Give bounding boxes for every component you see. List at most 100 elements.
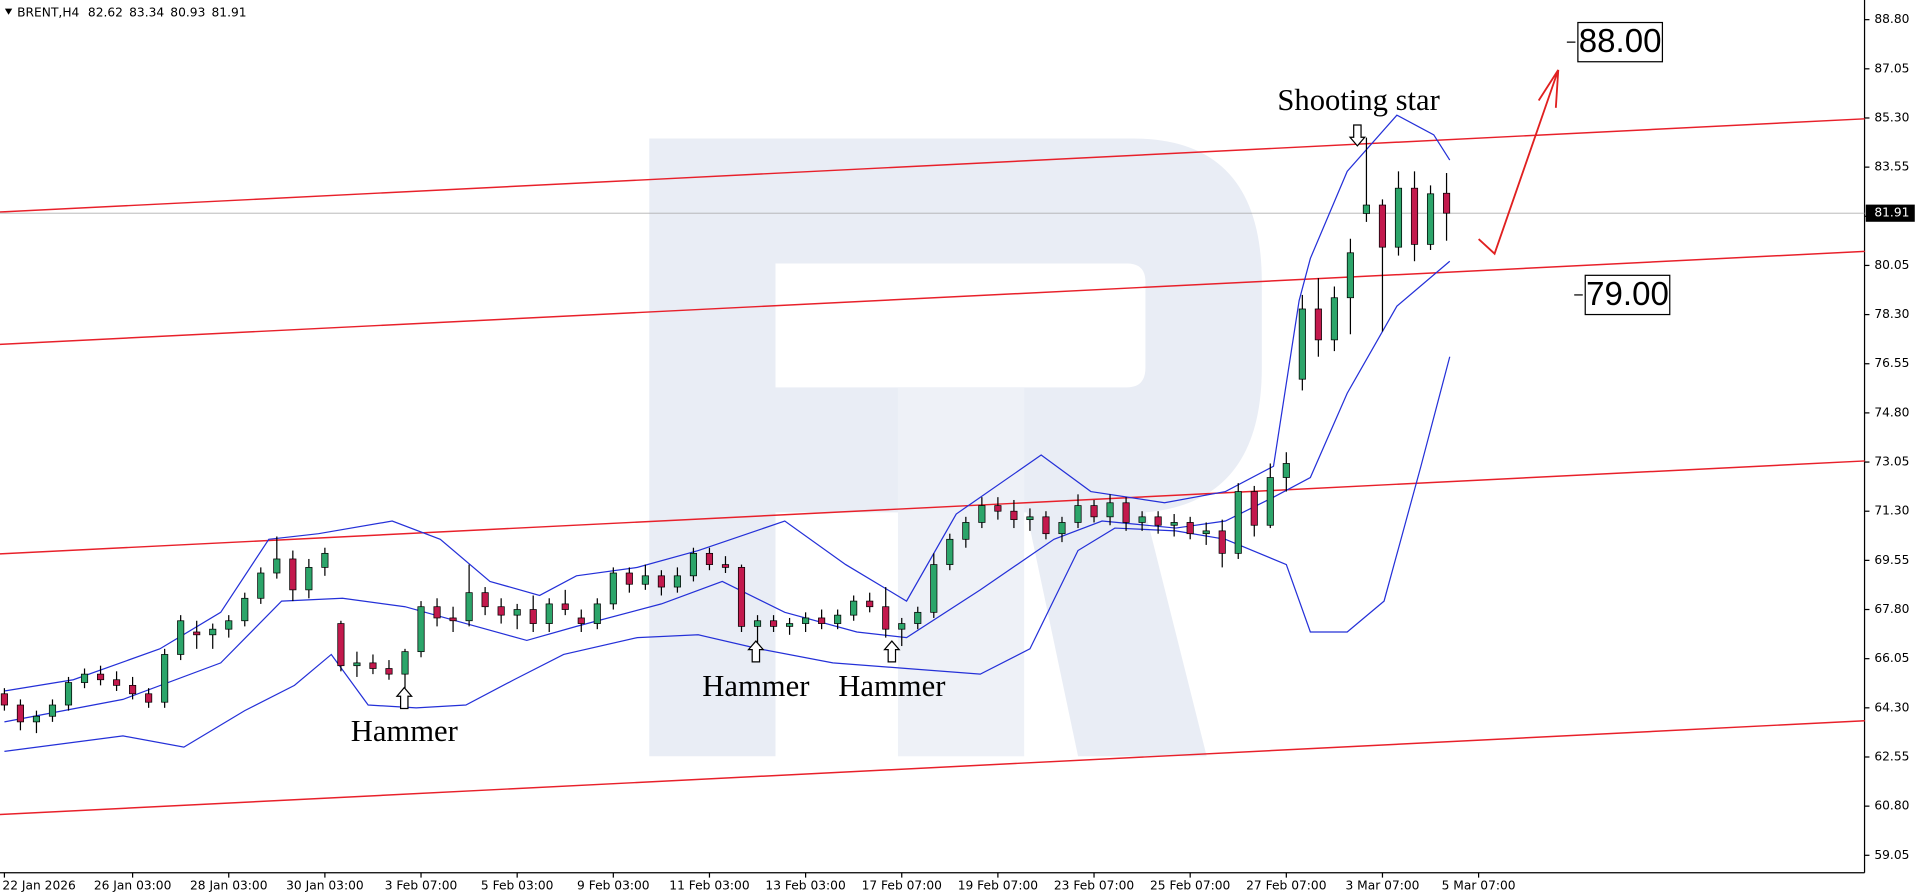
candle-body: [545, 603, 553, 624]
candle-body: [1394, 187, 1403, 248]
y-tick-label: 60.80: [1874, 799, 1909, 813]
y-tick-label: 59.05: [1874, 848, 1909, 862]
y-tick-label: 69.55: [1874, 553, 1909, 567]
pattern-arrow: [883, 640, 901, 663]
candle-body: [465, 592, 473, 622]
candle-body: [994, 505, 1002, 512]
candle-body: [866, 600, 874, 608]
candle-body: [1330, 297, 1338, 341]
x-tick-label: 3 Feb 07:00: [385, 879, 458, 893]
x-tick-label: 17 Feb 07:00: [862, 879, 942, 893]
header-close: 81.91: [211, 5, 246, 19]
target-box: [1577, 21, 1664, 63]
candle-body: [1362, 204, 1370, 214]
y-tick-label: 80.05: [1874, 258, 1909, 272]
candle-body: [818, 617, 826, 624]
candle-body: [1218, 530, 1226, 554]
candle-body: [321, 552, 329, 568]
candle-body: [48, 704, 57, 717]
candle-body: [914, 611, 922, 624]
candle-body: [497, 606, 505, 616]
target-label: 79.00: [1586, 276, 1669, 313]
candle-body: [417, 606, 425, 653]
candle-body: [481, 592, 489, 608]
candle-body: [16, 704, 24, 723]
header-high: 83.34: [129, 5, 164, 19]
x-tick-label: 5 Feb 03:00: [481, 879, 554, 893]
x-tick-label: 19 Feb 07:00: [958, 879, 1038, 893]
candle-body: [673, 575, 681, 588]
candle-body: [577, 617, 585, 624]
candle-body: [32, 715, 41, 723]
pattern-arrow: [747, 640, 765, 663]
candle-body: [433, 606, 441, 619]
candle-body: [1010, 510, 1018, 521]
candle-body: [625, 572, 633, 585]
candle-body: [593, 603, 601, 624]
candle-body: [1266, 477, 1274, 526]
last-price-label: 81.91: [1874, 206, 1909, 220]
pattern-arrow: [1348, 124, 1367, 147]
y-tick-label: 76.55: [1874, 356, 1909, 370]
last-price-box: [1865, 204, 1915, 222]
candle-body: [1170, 522, 1178, 526]
bollinger-band: [4, 356, 1451, 752]
candle-body: [561, 603, 569, 610]
candle-body: [273, 558, 281, 574]
candle-body: [641, 575, 649, 585]
candle-body: [1202, 530, 1210, 535]
candle-body: [1154, 516, 1162, 526]
pattern-label: Shooting star: [1277, 83, 1439, 117]
candle-body: [353, 662, 361, 667]
candle-body: [80, 673, 89, 683]
candle-body: [257, 572, 265, 599]
candle-body: [401, 651, 409, 675]
candle-body: [850, 600, 858, 616]
channel-line: [0, 118, 1865, 213]
y-tick-label: 83.55: [1874, 160, 1909, 174]
candle-body: [529, 609, 537, 624]
candle-body: [241, 597, 249, 622]
pattern-label: Hammer: [702, 669, 809, 703]
header-low: 80.93: [170, 5, 205, 19]
candle-body: [1410, 187, 1419, 245]
y-tick-label: 67.80: [1874, 602, 1909, 616]
candle-body: [737, 567, 746, 627]
candle-body: [962, 522, 970, 540]
y-tick-label: 71.30: [1874, 504, 1909, 518]
pattern-label: Hammer: [838, 669, 945, 703]
x-tick-label: 30 Jan 03:00: [286, 879, 364, 893]
candle-body: [1314, 308, 1322, 341]
channel-line: [0, 250, 1865, 346]
candle-body: [1090, 505, 1098, 518]
candle-body: [753, 620, 762, 627]
x-tick-label: 13 Feb 03:00: [765, 879, 845, 893]
candle-body: [1426, 193, 1435, 245]
watermark: [649, 138, 1262, 757]
candle-body: [882, 606, 890, 630]
candle-body: [1250, 491, 1258, 526]
forecast-arrow: [1478, 69, 1560, 256]
y-tick-label: 87.05: [1874, 61, 1909, 75]
header-open: 82.62: [88, 5, 123, 19]
candle-body: [657, 575, 665, 588]
y-tick-label: 88.80: [1874, 12, 1909, 26]
candle-body: [689, 552, 697, 577]
bollinger-band: [4, 114, 1451, 692]
candle-body: [946, 538, 954, 565]
x-tick-label: 25 Feb 07:00: [1150, 879, 1230, 893]
candle-body: [0, 693, 8, 706]
target-label: 88.00: [1579, 23, 1662, 60]
candle-body: [1106, 502, 1114, 518]
candle-body: [97, 673, 105, 681]
candle-body: [337, 623, 345, 667]
candle-body: [1186, 522, 1194, 535]
y-tick-label: 73.05: [1874, 455, 1909, 469]
candle-body: [193, 631, 201, 636]
plot-area: [0, 114, 1865, 816]
target-box: [1584, 274, 1671, 316]
candle-body: [513, 609, 521, 616]
candle-body: [1298, 308, 1306, 380]
